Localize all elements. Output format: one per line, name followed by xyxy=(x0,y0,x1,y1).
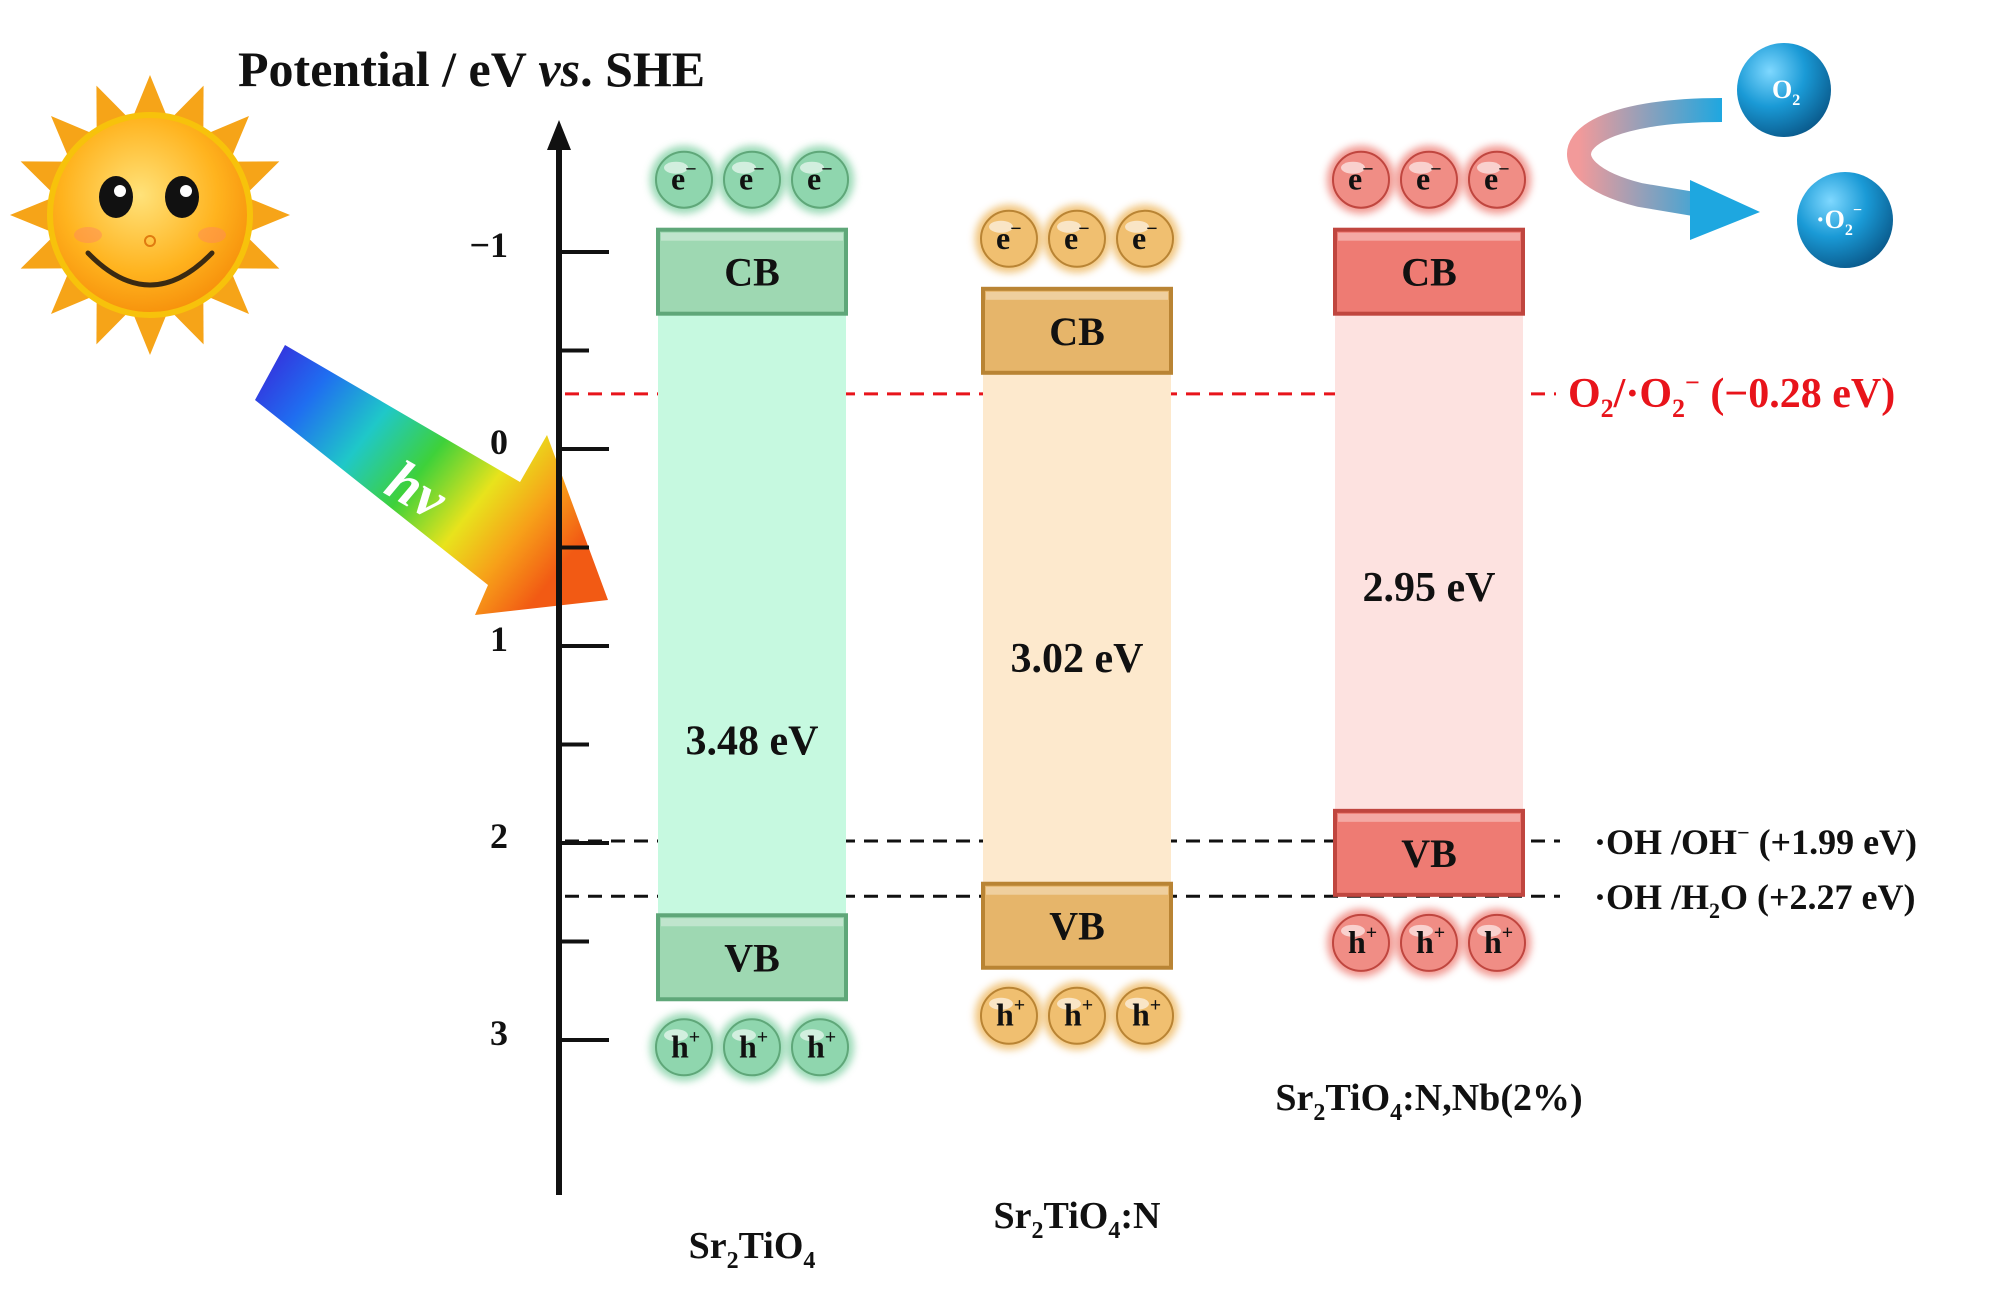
valence-band: VB xyxy=(1333,808,1525,897)
axis-tick-label: 1 xyxy=(490,619,508,659)
electron: e− xyxy=(1043,204,1111,273)
electron: e− xyxy=(1395,145,1463,214)
electron: e− xyxy=(786,145,854,214)
band-gap-label: 3.48 eV xyxy=(686,719,819,765)
material-name: Sr2TiO4 xyxy=(689,1225,816,1274)
axis-arrow-icon xyxy=(547,120,571,150)
electron: e− xyxy=(1111,204,1179,273)
svg-text:h+: h+ xyxy=(1132,995,1161,1033)
band-gap-region xyxy=(658,313,846,916)
band-gap-label: 2.95 eV xyxy=(1363,565,1496,611)
material-name: Sr2TiO4:N xyxy=(994,1195,1161,1244)
svg-text:h+: h+ xyxy=(807,1026,836,1064)
svg-text:e−: e− xyxy=(739,159,765,197)
axis-tick-label: 0 xyxy=(490,422,508,462)
band-gap-region xyxy=(1335,313,1523,811)
electron: e− xyxy=(1463,145,1531,214)
valence-band: VB xyxy=(981,881,1173,970)
material-column: CB VB 2.95 eV e− e− e− h+ h+ h+ Sr2TiO4:N,Nb(2%) xyxy=(1275,145,1583,1126)
band-gap-label: 3.02 eV xyxy=(1011,636,1144,682)
sun-icon xyxy=(10,75,290,355)
band-gap-region xyxy=(983,372,1171,884)
valence-band: VB xyxy=(656,913,848,1002)
hole: h+ xyxy=(650,1013,718,1082)
o2-molecule: O2 xyxy=(1737,43,1831,137)
hole: h+ xyxy=(1043,981,1111,1050)
svg-text:e−: e− xyxy=(1484,159,1510,197)
potential-axis: −1 0 1 2 3 xyxy=(469,120,609,1195)
vb-label: VB xyxy=(724,935,780,980)
svg-text:h+: h+ xyxy=(996,995,1025,1033)
svg-text:O2: O2 xyxy=(1772,75,1800,109)
superoxide-radical: ·O2− xyxy=(1797,172,1893,268)
svg-text:e−: e− xyxy=(1132,218,1158,256)
reference-label: O2/·O2− (−0.28 eV) xyxy=(1568,368,1895,423)
svg-text:e−: e− xyxy=(671,159,697,197)
axis-title: Potential / eV vs. SHE xyxy=(238,41,705,97)
hole: h+ xyxy=(786,1013,854,1082)
reaction-arrow-icon xyxy=(1690,180,1760,240)
electron: e− xyxy=(975,204,1043,273)
svg-text:e−: e− xyxy=(1416,159,1442,197)
electron: e− xyxy=(650,145,718,214)
axis-tick-label: 2 xyxy=(490,816,508,856)
svg-text:h+: h+ xyxy=(671,1026,700,1064)
svg-text:e−: e− xyxy=(1348,159,1374,197)
svg-text:e−: e− xyxy=(1064,218,1090,256)
conduction-band: CB xyxy=(1333,227,1525,316)
svg-text:h+: h+ xyxy=(1484,922,1513,960)
vb-label: VB xyxy=(1401,831,1457,876)
reference-label: ·OH /H2O (+2.27 eV) xyxy=(1594,877,1915,923)
vb-label: VB xyxy=(1049,904,1105,949)
svg-text:·O2−: ·O2− xyxy=(1816,202,1862,239)
svg-text:h+: h+ xyxy=(1348,922,1377,960)
conduction-band: CB xyxy=(981,286,1173,375)
light-arrow-icon: hν xyxy=(255,345,608,615)
material-name: Sr2TiO4:N,Nb(2%) xyxy=(1275,1077,1582,1126)
material-column: CB VB 3.48 eV e− e− e− h+ h+ h+ Sr2TiO4 xyxy=(650,145,854,1274)
oxygen-reduction: O2 ·O2− xyxy=(1567,43,1893,268)
material-column: CB VB 3.02 eV e− e− e− h+ h+ h+ Sr2TiO4:N xyxy=(975,204,1179,1244)
cb-label: CB xyxy=(724,250,780,295)
svg-text:e−: e− xyxy=(807,159,833,197)
materials: CB VB 3.48 eV e− e− e− h+ h+ h+ Sr2TiO4 CB VB 3.02 e… xyxy=(650,145,1583,1274)
reference-label: ·OH /OH− (+1.99 eV) xyxy=(1594,820,1917,862)
cb-label: CB xyxy=(1049,309,1105,354)
hole: h+ xyxy=(1463,908,1531,977)
cb-label: CB xyxy=(1401,250,1457,295)
hole: h+ xyxy=(1327,908,1395,977)
hole: h+ xyxy=(1395,908,1463,977)
hole: h+ xyxy=(718,1013,786,1082)
axis-tick-label: 3 xyxy=(490,1013,508,1053)
axis-tick-label: −1 xyxy=(469,225,508,265)
svg-text:h+: h+ xyxy=(739,1026,768,1064)
electron: e− xyxy=(1327,145,1395,214)
hole: h+ xyxy=(975,981,1043,1050)
svg-text:e−: e− xyxy=(996,218,1022,256)
electron: e− xyxy=(718,145,786,214)
conduction-band: CB xyxy=(656,227,848,316)
svg-text:h+: h+ xyxy=(1416,922,1445,960)
hole: h+ xyxy=(1111,981,1179,1050)
svg-text:h+: h+ xyxy=(1064,995,1093,1033)
